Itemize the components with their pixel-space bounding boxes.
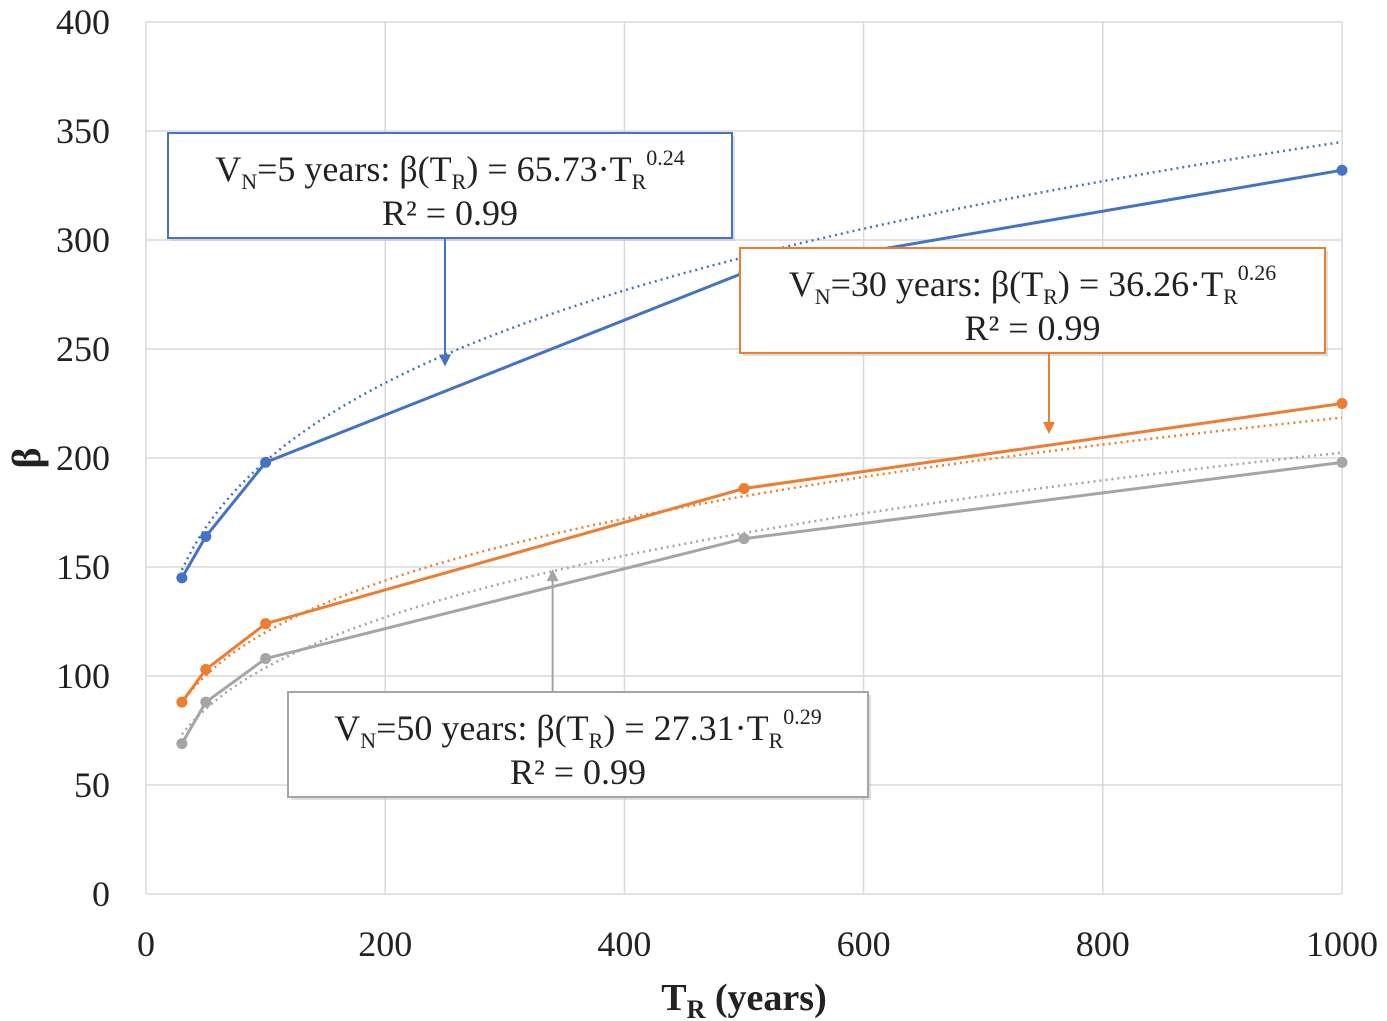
y-tick-label: 50 <box>74 765 110 805</box>
annotation-v: V <box>789 264 815 304</box>
data-point-vn5 <box>260 456 272 468</box>
y-tick-label: 150 <box>56 547 110 587</box>
y-tick-label: 350 <box>56 111 110 151</box>
y-tick-label: 300 <box>56 220 110 260</box>
x-tick-label: 0 <box>137 924 155 964</box>
annotation-eq-sup: 0.29 <box>783 704 822 729</box>
data-point-vn30 <box>176 696 188 708</box>
x-axis-label-main: T <box>661 977 686 1019</box>
annotation-v: V <box>334 708 360 748</box>
annotation-eq-mid: ) = 36.26·T <box>1058 264 1223 304</box>
y-tick-label: 200 <box>56 438 110 478</box>
data-point-vn50 <box>200 696 212 708</box>
annotation-eq-mid: ) = 65.73·T <box>466 149 631 189</box>
data-point-vn5 <box>200 530 212 542</box>
annotation-box <box>167 132 733 239</box>
x-axis-label-sub: R <box>687 995 706 1021</box>
data-point-vn30 <box>260 618 272 630</box>
annotation-eq-start: =30 years: β(T <box>831 264 1044 304</box>
annotation-equation: VN=30 years: β(TR) = 36.26·TR0.26 <box>789 260 1277 309</box>
annotation-arrowhead <box>1042 422 1055 435</box>
annotation-r2: R² = 0.99 <box>382 193 518 233</box>
y-tick-label: 250 <box>56 329 110 369</box>
annotation-eq-start: =50 years: β(T <box>376 708 589 748</box>
x-axis-label: TR (years) <box>661 977 826 1021</box>
annotation-arrowhead <box>546 569 559 582</box>
y-axis-label: β <box>4 447 49 468</box>
data-point-vn30 <box>200 663 212 675</box>
annotation-eq-sub2: R <box>769 728 784 753</box>
annotation-equation: VN=50 years: β(TR) = 27.31·TR0.29 <box>334 704 822 753</box>
y-tick-label: 400 <box>56 2 110 42</box>
annotation-eq-start: =5 years: β(T <box>257 149 452 189</box>
data-point-vn30 <box>738 483 750 495</box>
trendline-vn5 <box>180 140 1343 571</box>
data-point-vn50 <box>260 653 272 665</box>
annotation-eq-sub2: R <box>1223 284 1238 309</box>
series-line-vn30 <box>180 402 1343 704</box>
annotation-eq-sup: 0.26 <box>1238 260 1277 285</box>
data-point-vn50 <box>1336 456 1348 468</box>
annotation-vsub: N <box>241 169 257 194</box>
x-tick-label: 200 <box>358 924 412 964</box>
data-series <box>176 164 1348 750</box>
annotation-box <box>287 691 869 798</box>
x-tick-label: 600 <box>837 924 891 964</box>
data-point-vn5 <box>1336 164 1348 176</box>
data-point-vn50 <box>176 738 188 750</box>
data-point-vn50 <box>738 533 750 545</box>
annotation-r2: R² = 0.99 <box>510 752 646 792</box>
trendline-vn30 <box>180 416 1343 704</box>
data-point-vn5 <box>176 572 188 584</box>
annotation-eq-sup: 0.24 <box>646 145 685 170</box>
annotation-r2: R² = 0.99 <box>964 308 1100 348</box>
tick-labels: 0 50 100 150 200 250 300 350 400 0 200 400 600 800 100… <box>56 2 1378 964</box>
x-tick-label: 400 <box>597 924 651 964</box>
data-point-vn30 <box>1336 398 1348 409</box>
x-axis-label-rest: (years) <box>705 977 826 1019</box>
x-tick-label: 1000 <box>1306 924 1378 964</box>
annotation-eq-sub: R <box>452 169 467 194</box>
annotation-eq-sub: R <box>589 728 604 753</box>
annotation-vsub: N <box>815 284 831 309</box>
annotation-arrowhead <box>439 354 451 367</box>
x-tick-label: 800 <box>1076 924 1130 964</box>
annotation-eq-sub2: R <box>632 169 647 194</box>
trendline-vn50 <box>180 451 1343 736</box>
y-tick-label: 0 <box>92 874 110 914</box>
annotation-eq-sub: R <box>1043 284 1058 309</box>
annotation-eq-mid: ) = 27.31·T <box>603 708 768 748</box>
annotation-box <box>739 247 1326 354</box>
y-tick-label: 100 <box>56 656 110 696</box>
trendlines <box>180 140 1343 736</box>
annotation-v: V <box>215 149 241 189</box>
annotation-equation: VN=5 years: β(TR) = 65.73·TR0.24 <box>215 145 685 194</box>
annotation-vsub: N <box>360 728 376 753</box>
